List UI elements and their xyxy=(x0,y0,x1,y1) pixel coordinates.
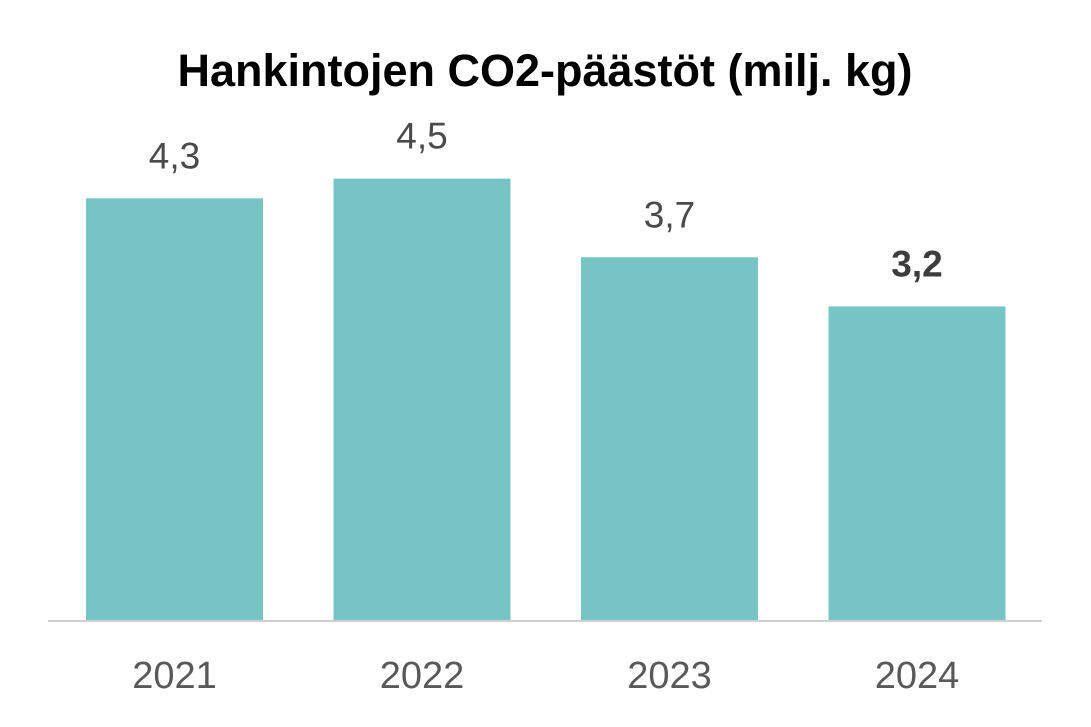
x-tick-labels-group: 2021 2022 2023 2024 xyxy=(132,655,959,697)
bar-2021 xyxy=(86,198,263,621)
x-tick-label-2024: 2024 xyxy=(875,655,960,697)
bar-2022 xyxy=(333,178,511,621)
chart-title: Hankintojen CO2-päästöt (milj. kg) xyxy=(177,45,912,96)
value-label-2021: 4,3 xyxy=(149,135,200,176)
value-label-2023: 3,7 xyxy=(644,194,695,235)
x-tick-label-2022: 2022 xyxy=(380,655,465,697)
value-label-2024: 3,2 xyxy=(891,243,942,284)
value-label-2022: 4,5 xyxy=(396,116,447,157)
bars-group xyxy=(86,178,1006,621)
bar-2024 xyxy=(828,306,1006,621)
x-tick-label-2021: 2021 xyxy=(132,655,217,697)
bar-2023 xyxy=(581,257,758,621)
x-tick-label-2023: 2023 xyxy=(627,655,712,697)
value-labels-group: 4,3 4,5 3,7 3,2 xyxy=(149,116,943,285)
